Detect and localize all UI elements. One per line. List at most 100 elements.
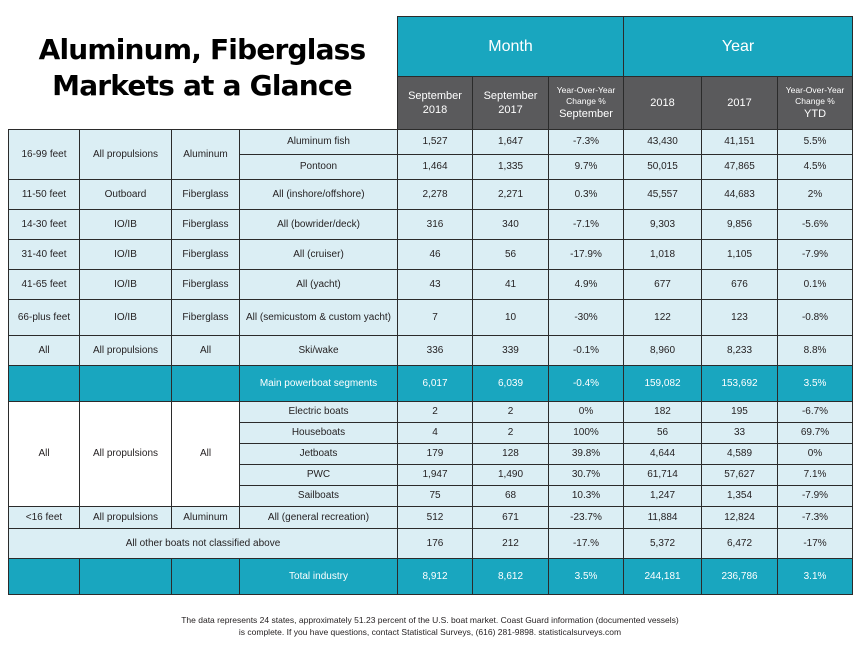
segment-cell: All other boats not classified above [8, 528, 398, 559]
value-cell: -0.1% [547, 335, 625, 366]
title-line-1: Aluminum, Fiberglass [38, 33, 367, 66]
material-cell: Aluminum [171, 129, 240, 180]
size-cell: <16 feet [8, 506, 80, 529]
table-row: Houseboats 4 2 100% 56 33 69.7% [9, 422, 854, 444]
boat-market-table: Month Year September 2018 September 2017… [8, 16, 854, 595]
header-row-group: Month Year [9, 16, 854, 77]
segment-cell: Houseboats [239, 422, 398, 444]
value-cell: 2,278 [397, 179, 473, 210]
value-cell: 212 [472, 528, 549, 559]
value-cell: 46 [397, 239, 473, 270]
propulsion-cell: All propulsions [79, 506, 172, 529]
segment-cell: All (yacht) [239, 269, 398, 300]
value-cell: 39.8% [547, 443, 625, 465]
value-cell: -0.4% [547, 365, 625, 402]
value-cell: 10.3% [547, 485, 625, 507]
value-cell: 57,627 [701, 464, 779, 486]
value-cell: 2 [397, 401, 473, 423]
material-cell: Fiberglass [171, 299, 240, 336]
table-row: 16-99 feet All propulsions Aluminum Alum… [8, 129, 854, 180]
value-cell: -7.1% [547, 209, 625, 240]
segment-cell: All (bowrider/deck) [239, 209, 398, 240]
size-cell: All [8, 401, 80, 507]
table-row: 11-50 feet Outboard Fiberglass All (insh… [8, 179, 854, 210]
value-cell: 1,647 [472, 129, 549, 155]
value-cell: 50,015 [623, 154, 703, 180]
value-cell: 1,018 [623, 239, 703, 270]
value-cell: 1,105 [701, 239, 779, 270]
size-cell: 41-65 feet [8, 269, 80, 300]
propulsion-cell: Outboard [79, 179, 172, 210]
value-cell: 41 [472, 269, 549, 300]
value-cell: -7.9% [777, 485, 854, 507]
value-cell: 4,644 [623, 443, 703, 465]
value-cell: 4 [397, 422, 473, 444]
segment-cell: All (inshore/offshore) [239, 179, 398, 210]
value-cell: 179 [397, 443, 473, 465]
propulsion-cell: IO/IB [79, 209, 172, 240]
total-row: Total industry 8,912 8,612 3.5% 244,181 … [8, 558, 854, 595]
value-cell: 10 [472, 299, 549, 336]
subtotal-row: Main powerboat segments 6,017 6,039 -0.4… [8, 365, 854, 402]
size-cell: 11-50 feet [8, 179, 80, 210]
segment-cell: PWC [239, 464, 398, 486]
segment-cell: Ski/wake [239, 335, 398, 366]
material-cell: Fiberglass [171, 209, 240, 240]
table-row: All other boats not classified above 176… [8, 528, 854, 559]
col-2017: 2017 [701, 76, 779, 130]
value-cell: 47,865 [701, 154, 779, 180]
value-cell: 43 [397, 269, 473, 300]
material-cell: Aluminum [171, 506, 240, 529]
year-header: Year [623, 16, 854, 77]
value-cell: 6,017 [397, 365, 473, 402]
col-september-2018: September 2018 [397, 76, 473, 130]
propulsion-cell: All propulsions [79, 401, 172, 507]
value-cell: 33 [701, 422, 779, 444]
value-cell: 4,589 [701, 443, 779, 465]
value-cell: -7.9% [777, 239, 854, 270]
propulsion-cell: IO/IB [79, 239, 172, 270]
value-cell: 8,912 [397, 558, 473, 595]
value-cell: 671 [472, 506, 549, 529]
size-cell: 16-99 feet [8, 129, 80, 180]
value-cell: 3.1% [777, 558, 854, 595]
table-row: 66-plus feet IO/IB Fiberglass All (semic… [8, 299, 854, 336]
value-cell: 5,372 [623, 528, 703, 559]
table-row: <16 feet All propulsions Aluminum All (g… [8, 506, 854, 529]
segment-cell: Total industry [239, 558, 398, 595]
size-cell: 66-plus feet [8, 299, 80, 336]
value-cell: -23.7% [547, 506, 625, 529]
col-september-2017: September 2017 [472, 76, 549, 130]
size-cell: All [8, 335, 80, 366]
value-cell: 3.5% [777, 365, 854, 402]
segment-cell: Electric boats [239, 401, 398, 423]
value-cell: 4.5% [777, 154, 854, 180]
value-cell: 75 [397, 485, 473, 507]
segment-cell: All (semicustom & custom yacht) [239, 299, 398, 336]
segment-cell: Main powerboat segments [239, 365, 398, 402]
value-cell: -7.3% [547, 129, 625, 155]
material-cell: Fiberglass [171, 179, 240, 210]
value-cell: 11,884 [623, 506, 703, 529]
value-cell: -7.3% [777, 506, 854, 529]
value-cell: 122 [623, 299, 703, 336]
table-row: Jetboats 179 128 39.8% 4,644 4,589 0% [9, 443, 854, 465]
material-cell: Fiberglass [171, 239, 240, 270]
col-yoy-change-month: Year-Over-Year Change % September [547, 76, 625, 130]
value-cell: 195 [701, 401, 779, 423]
value-cell: 2 [472, 422, 549, 444]
value-cell: 1,247 [623, 485, 703, 507]
value-cell: 0% [777, 443, 854, 465]
segment-cell: Sailboats [239, 485, 398, 507]
value-cell: 12,824 [701, 506, 779, 529]
table-row: 41-65 feet IO/IB Fiberglass All (yacht) … [8, 269, 854, 300]
value-cell: 153,692 [701, 365, 779, 402]
value-cell: 1,947 [397, 464, 473, 486]
segment-cell: Jetboats [239, 443, 398, 465]
value-cell: 236,786 [701, 558, 779, 595]
value-cell: 512 [397, 506, 473, 529]
value-cell: 339 [472, 335, 549, 366]
value-cell: 61,714 [623, 464, 703, 486]
value-cell: 676 [701, 269, 779, 300]
col-2018: 2018 [623, 76, 703, 130]
